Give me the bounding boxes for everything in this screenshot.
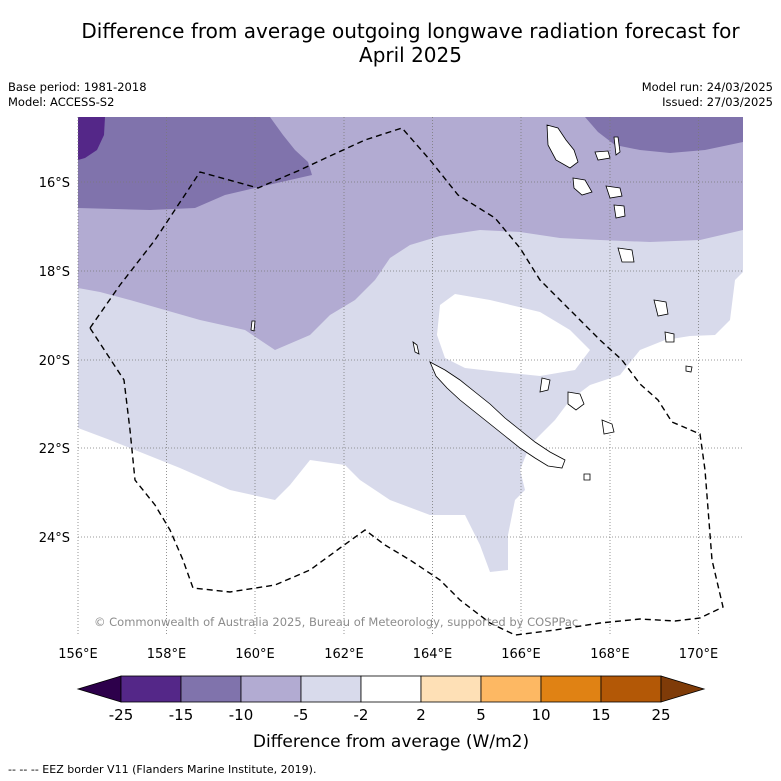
colorbar-tick-label: -25 bbox=[109, 706, 134, 724]
olr-contour-field bbox=[78, 117, 743, 635]
chesterfield-islet bbox=[250, 320, 256, 332]
colorbar-segment bbox=[600, 675, 662, 703]
model-run-label: Model run: 24/03/2025 bbox=[641, 80, 773, 94]
walpole-island bbox=[583, 473, 591, 481]
colorbar-tick-label: -2 bbox=[354, 706, 369, 724]
colorbar-segment bbox=[180, 675, 242, 703]
hunter-island bbox=[664, 331, 675, 343]
lat-label: 18°S bbox=[39, 265, 70, 280]
eez-border bbox=[89, 127, 724, 636]
colorbar-tick-label: 25 bbox=[651, 706, 670, 724]
colorbar-segment bbox=[300, 675, 362, 703]
colorbar-tick-label: 2 bbox=[416, 706, 426, 724]
lat-labels: 16°S 18°S 20°S 22°S 24°S bbox=[39, 176, 70, 546]
lon-label: 156°E bbox=[58, 647, 98, 662]
gridlines bbox=[77, 117, 743, 635]
colorbar-segment bbox=[480, 675, 542, 703]
issued-label: Issued: 27/03/2025 bbox=[662, 95, 773, 109]
efate-island bbox=[594, 150, 611, 161]
lon-label: 158°E bbox=[147, 647, 187, 662]
lon-label: 168°E bbox=[590, 647, 630, 662]
pentecost-island bbox=[613, 136, 621, 156]
title-line-2: April 2025 bbox=[359, 43, 462, 67]
colorbar-extend-low bbox=[76, 675, 122, 703]
colorbar-ticks: -25 -15 -10 -5 -2 2 5 10 15 25 bbox=[109, 706, 671, 724]
contour-hole-white bbox=[437, 294, 590, 376]
malekula-island bbox=[572, 177, 593, 196]
colorbar-segment bbox=[360, 675, 422, 703]
colorbar-tick-label: 10 bbox=[531, 706, 550, 724]
lon-label: 164°E bbox=[413, 647, 453, 662]
matthew-islet bbox=[685, 365, 693, 373]
eez-footnote: -- -- -- EEZ border V11 (Flanders Marine… bbox=[8, 763, 317, 776]
colorbar-segment bbox=[420, 675, 482, 703]
map-title: Difference from average outgoing longwav… bbox=[40, 19, 781, 67]
base-period-label: Base period: 1981-2018 bbox=[8, 80, 147, 94]
colorbar-tick-label: -10 bbox=[229, 706, 254, 724]
colorbar-tick-label: 5 bbox=[476, 706, 486, 724]
meta-right: Model run: 24/03/2025 Issued: 27/03/2025 bbox=[642, 80, 773, 110]
copyright-notice: © Commonwealth of Australia 2025, Bureau… bbox=[94, 615, 578, 629]
meta-left: Base period: 1981-2018 Model: ACCESS-S2 bbox=[8, 80, 147, 110]
title-line-1: Difference from average outgoing longwav… bbox=[81, 19, 740, 43]
colorbar-tick-label: -5 bbox=[294, 706, 309, 724]
lifou-island bbox=[567, 391, 585, 411]
coastlines bbox=[250, 124, 693, 481]
lat-label: 16°S bbox=[39, 176, 70, 191]
colorbar-segment bbox=[120, 675, 182, 703]
lon-label: 170°E bbox=[679, 647, 719, 662]
new-caledonia-island bbox=[429, 361, 566, 469]
lon-label: 166°E bbox=[501, 647, 541, 662]
colorbar-segment bbox=[240, 675, 302, 703]
lon-label: 162°E bbox=[324, 647, 364, 662]
erromango-island bbox=[613, 204, 626, 219]
lon-label: 160°E bbox=[235, 647, 275, 662]
contour-minus15-minus10-east bbox=[585, 117, 743, 153]
espiritu-santo-island bbox=[546, 124, 579, 169]
ouvea-island bbox=[539, 377, 551, 393]
belep-islands bbox=[412, 341, 420, 355]
colorbar-extend-high bbox=[660, 675, 706, 703]
colorbar bbox=[76, 675, 706, 703]
lon-labels: 156°E 158°E 160°E 162°E 164°E 166°E 168°… bbox=[58, 647, 718, 662]
colorbar-segment bbox=[540, 675, 602, 703]
lat-label: 20°S bbox=[39, 354, 70, 369]
lat-label: 24°S bbox=[39, 531, 70, 546]
colorbar-title: Difference from average (W/m2) bbox=[253, 732, 529, 752]
colorbar-tick-label: 15 bbox=[591, 706, 610, 724]
contour-minus15-minus10-west bbox=[78, 117, 312, 210]
ambrym-island bbox=[605, 185, 623, 199]
tanna-island bbox=[617, 247, 635, 263]
colorbar-tick-label: -15 bbox=[169, 706, 194, 724]
contour-minus25-minus15 bbox=[78, 117, 105, 160]
lat-label: 22°S bbox=[39, 442, 70, 457]
model-label: Model: ACCESS-S2 bbox=[8, 95, 115, 109]
loyalty-east-island bbox=[653, 299, 669, 317]
mare-island bbox=[601, 419, 615, 435]
